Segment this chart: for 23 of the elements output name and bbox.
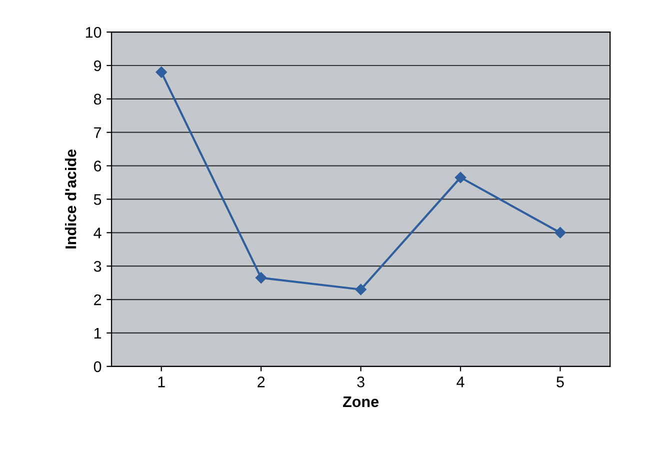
y-tick-label: 6 [94, 160, 102, 172]
y-tick-label: 5 [94, 194, 102, 205]
point [255, 272, 267, 284]
y-tick-label: 9 [94, 60, 102, 72]
y-axis-title: Indice d'acide [65, 150, 76, 248]
y-tick-label: 4 [94, 228, 102, 238]
y-tick-label: 7 [94, 127, 102, 138]
x-axis-title: Zone [343, 396, 379, 408]
point [156, 66, 167, 78]
x-tick-label: 2 [258, 376, 265, 388]
y-tick-label: 3 [94, 260, 102, 272]
x-tick-label: 3 [357, 376, 364, 388]
y-tick-label: 10 [86, 26, 102, 38]
y-tick-label: 1 [94, 328, 102, 338]
x-tick-label: 1 [158, 376, 165, 388]
x-tick-label: 5 [556, 376, 564, 388]
point [355, 284, 366, 296]
y-tick-label: 8 [94, 94, 102, 105]
x-tick-label: 4 [456, 376, 464, 388]
point [454, 172, 466, 184]
point [554, 227, 566, 238]
y-tick-label: 0 [94, 361, 102, 372]
y-tick-label: 2 [94, 294, 102, 306]
